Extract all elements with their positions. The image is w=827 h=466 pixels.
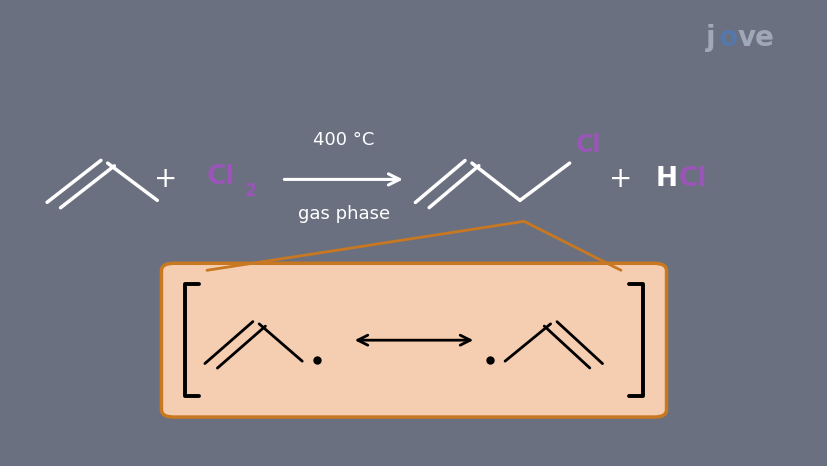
Text: o: o (718, 24, 738, 52)
Text: Cl: Cl (678, 166, 706, 192)
Text: e: e (754, 24, 772, 52)
Text: v: v (737, 24, 755, 52)
Text: 2: 2 (245, 182, 256, 200)
FancyBboxPatch shape (161, 263, 666, 417)
Text: gas phase: gas phase (297, 206, 390, 223)
Text: Cl: Cl (207, 164, 235, 190)
Text: +: + (609, 165, 632, 193)
Text: Cl: Cl (576, 133, 601, 158)
Text: j: j (705, 24, 715, 52)
Text: 400 °C: 400 °C (313, 131, 374, 149)
Text: H: H (655, 166, 677, 192)
Text: +: + (154, 165, 177, 193)
